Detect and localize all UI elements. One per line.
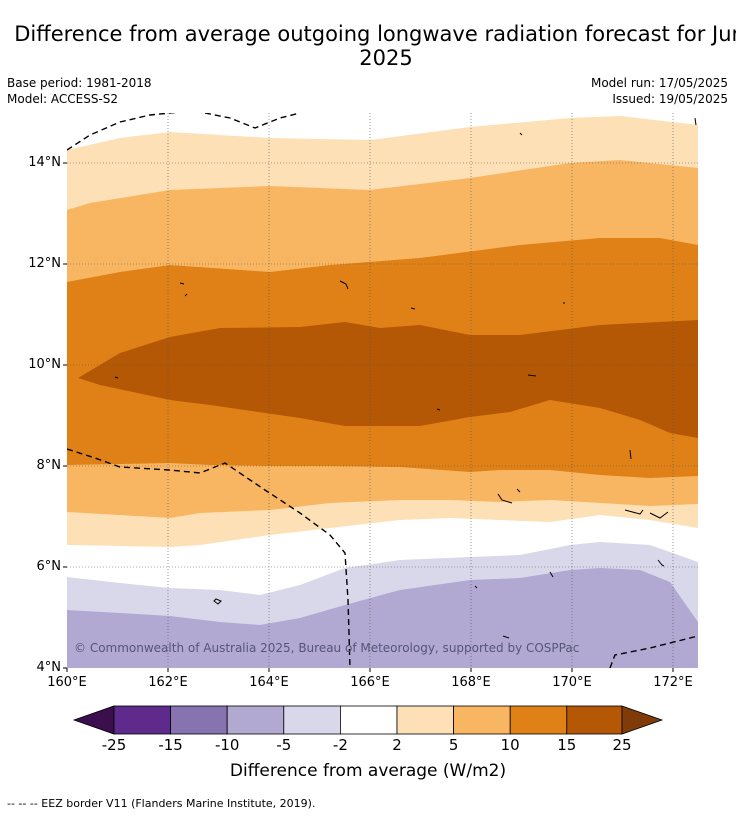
contour-band-15-25 bbox=[78, 320, 698, 438]
x-tick-label: 172°E bbox=[653, 675, 693, 690]
contour-band-neg5-neg10 bbox=[67, 568, 698, 668]
map-title: Difference from average outgoing longwav… bbox=[14, 22, 736, 70]
colorbar-bin bbox=[566, 705, 623, 735]
colorbar bbox=[72, 705, 664, 735]
x-tick-label: 170°E bbox=[552, 675, 592, 690]
map-field bbox=[67, 113, 698, 668]
colorbar-min-arrow bbox=[72, 705, 115, 735]
colorbar-bin bbox=[226, 705, 285, 735]
colorbar-tick-label: -10 bbox=[214, 736, 240, 754]
base-period: Base period: 1981-2018 bbox=[7, 76, 152, 90]
colorbar-bin bbox=[113, 705, 171, 735]
model-name: Model: ACCESS-S2 bbox=[7, 92, 119, 106]
eez-border bbox=[67, 113, 698, 668]
y-tick-label: 10°N bbox=[28, 357, 61, 372]
y-tick-label: 6°N bbox=[36, 559, 62, 574]
y-tick-label: 4°N bbox=[36, 660, 62, 675]
colorbar-tick-label: 25 bbox=[612, 736, 632, 754]
meta-right: Model run: 17/05/2025 Issued: 19/05/2025 bbox=[591, 75, 728, 107]
islands bbox=[114, 117, 697, 639]
colorbar-tick-label: 10 bbox=[500, 736, 520, 754]
x-tick-label: 166°E bbox=[350, 675, 390, 690]
axis-ticks bbox=[63, 162, 674, 672]
x-tick-label: 160°E bbox=[47, 675, 87, 690]
y-tick-label: 8°N bbox=[36, 458, 62, 473]
colorbar-bin bbox=[283, 705, 341, 735]
x-tick-label: 168°E bbox=[451, 675, 491, 690]
gridlines bbox=[67, 113, 698, 668]
model-run: Model run: 17/05/2025 bbox=[590, 76, 728, 90]
colorbar-tick-label: -25 bbox=[101, 736, 127, 754]
copyright-notice: © Commonwealth of Australia 2025, Bureau… bbox=[74, 641, 580, 655]
colorbar-bin bbox=[396, 705, 454, 735]
y-tick-label: 14°N bbox=[28, 155, 61, 170]
colorbar-bin bbox=[339, 705, 398, 735]
colorbar-bin bbox=[453, 705, 511, 735]
issued-date: Issued: 19/05/2025 bbox=[612, 92, 728, 106]
meta-left: Base period: 1981-2018 Model: ACCESS-S2 bbox=[7, 75, 152, 107]
colorbar-bin bbox=[170, 705, 228, 735]
x-tick-label: 162°E bbox=[148, 675, 188, 690]
colorbar-max-arrow bbox=[621, 705, 664, 735]
colorbar-tick-label: 15 bbox=[557, 736, 577, 754]
x-tick-label: 164°E bbox=[249, 675, 289, 690]
colorbar-tick-label: -15 bbox=[158, 736, 183, 754]
colorbar-bin bbox=[509, 705, 568, 735]
colorbar-title: Difference from average (W/m2) bbox=[229, 761, 507, 781]
colorbar-tick-label: 2 bbox=[392, 736, 402, 754]
colorbar-tick-label: -5 bbox=[276, 736, 292, 754]
colorbar-tick-label: -2 bbox=[332, 736, 348, 754]
colorbar-tick-label: 5 bbox=[448, 736, 459, 754]
y-tick-label: 12°N bbox=[28, 256, 61, 271]
eez-footnote: -- -- -- EEZ border V11 (Flanders Marine… bbox=[7, 797, 316, 810]
